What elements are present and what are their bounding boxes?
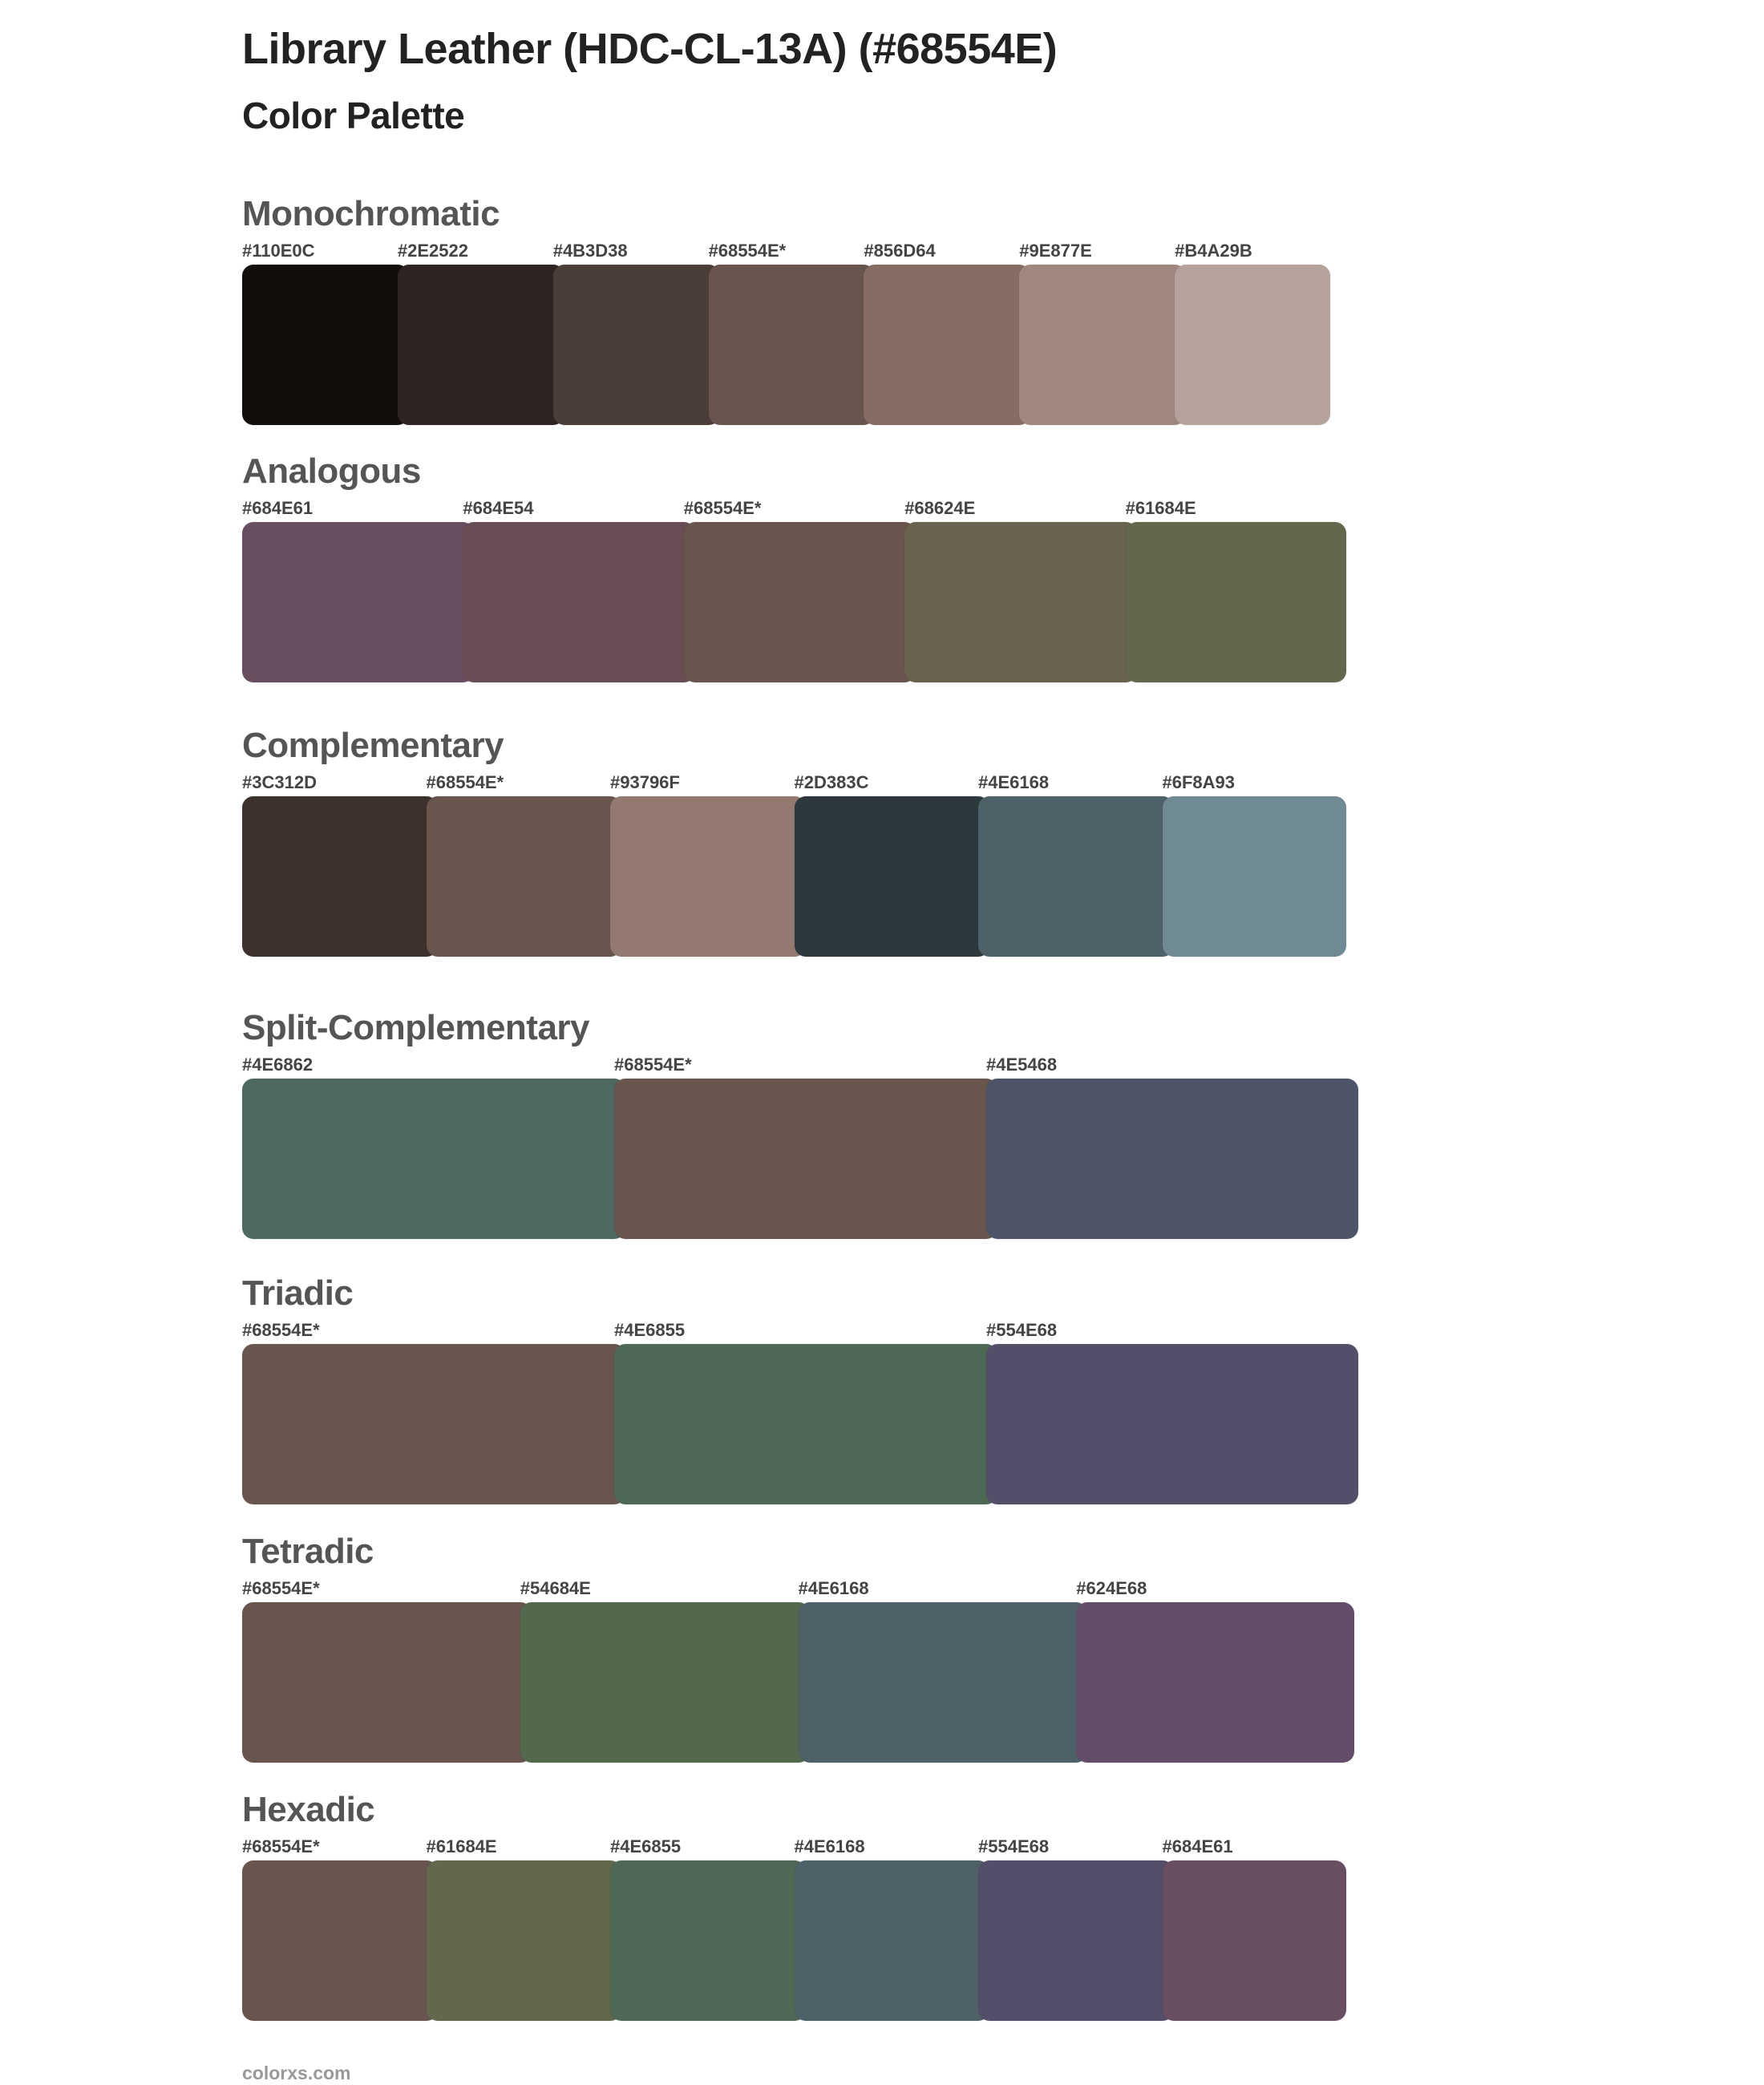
hex-label: #68554E* — [242, 1836, 320, 1856]
color-swatch[interactable] — [683, 522, 916, 682]
page-title: Library Leather (HDC-CL-13A) (#68554E) — [242, 25, 1058, 73]
hex-label: #61684E — [426, 1836, 497, 1856]
swatch-row — [242, 1079, 1358, 1239]
color-swatch[interactable] — [426, 796, 621, 957]
hex-label: #93796F — [610, 772, 680, 792]
color-swatch[interactable] — [864, 265, 1031, 425]
hex-label: #4E6168 — [978, 772, 1050, 792]
hex-label: #4E6855 — [614, 1320, 686, 1340]
color-swatch[interactable] — [242, 1079, 625, 1239]
color-swatch[interactable] — [242, 522, 475, 682]
color-swatch[interactable] — [610, 1860, 806, 2021]
color-swatch[interactable] — [520, 1602, 810, 1763]
color-swatch[interactable] — [1162, 1860, 1346, 2021]
hex-labels: #68554E* #54684E #4E6168 #624E68 — [242, 1578, 1354, 1599]
hex-label: #4E5468 — [986, 1055, 1058, 1075]
hex-labels: #3C312D #68554E* #93796F #2D383C #4E6168 #6F8… — [242, 772, 1346, 793]
hex-label: #68554E* — [683, 498, 762, 518]
hex-label: #2E2522 — [397, 241, 468, 261]
hex-label: #6F8A93 — [1162, 772, 1236, 792]
color-swatch[interactable] — [610, 796, 806, 957]
color-swatch[interactable] — [1175, 265, 1330, 425]
color-swatch[interactable] — [986, 1079, 1358, 1239]
swatch-row — [242, 1602, 1354, 1763]
page-subtitle: Color Palette — [242, 95, 465, 136]
color-swatch[interactable] — [794, 796, 989, 957]
hex-label: #4E6855 — [610, 1836, 682, 1856]
color-swatch[interactable] — [242, 796, 438, 957]
hex-label: #68624E — [904, 498, 976, 518]
hex-label: #856D64 — [864, 241, 936, 261]
hex-label: #68554E* — [242, 1320, 320, 1340]
section-heading: Complementary — [242, 726, 504, 765]
hex-label: #B4A29B — [1175, 241, 1252, 261]
hex-label: #68554E* — [426, 772, 504, 792]
color-swatch[interactable] — [552, 265, 720, 425]
section-heading: Split-Complementary — [242, 1008, 590, 1047]
hex-label: #61684E — [1125, 498, 1196, 518]
color-swatch[interactable] — [1125, 522, 1346, 682]
color-swatch[interactable] — [614, 1344, 997, 1504]
hex-label: #4E6862 — [242, 1055, 314, 1075]
hex-label: #110E0C — [242, 241, 315, 261]
color-swatch[interactable] — [978, 1860, 1174, 2021]
swatch-row — [242, 796, 1346, 957]
section-heading: Analogous — [242, 451, 421, 491]
swatch-row — [242, 1860, 1346, 2021]
hex-label: #68554E* — [614, 1055, 692, 1075]
hex-labels: #684E61 #684E54 #68554E* #68624E #61684E — [242, 498, 1346, 519]
color-swatch[interactable] — [242, 1344, 625, 1504]
color-swatch[interactable] — [242, 1602, 532, 1763]
color-swatch[interactable] — [242, 1860, 438, 2021]
site-credit-link[interactable]: colorxs.com — [242, 2063, 351, 2083]
hex-label: #684E61 — [1162, 1836, 1233, 1856]
swatch-row — [242, 265, 1330, 425]
hex-label: #54684E — [520, 1578, 591, 1598]
hex-label: #4E6168 — [794, 1836, 865, 1856]
color-swatch[interactable] — [463, 522, 695, 682]
hex-labels: #68554E* #4E6855 #554E68 — [242, 1320, 1358, 1341]
hex-label: #684E61 — [242, 498, 314, 518]
hex-labels: #68554E* #61684E #4E6855 #4E6168 #554E68 #684… — [242, 1836, 1346, 1857]
hex-label: #3C312D — [242, 772, 317, 792]
hex-labels: #110E0C #2E2522 #4B3D38 #68554E* #856D64 #9E8… — [242, 241, 1330, 261]
color-swatch[interactable] — [614, 1079, 997, 1239]
hex-label: #9E877E — [1019, 241, 1092, 261]
color-swatch[interactable] — [904, 522, 1137, 682]
color-swatch[interactable] — [426, 1860, 621, 2021]
color-swatch[interactable] — [397, 265, 564, 425]
hex-label: #554E68 — [978, 1836, 1050, 1856]
hex-label: #4B3D38 — [552, 241, 628, 261]
hex-label: #4E6168 — [798, 1578, 869, 1598]
color-swatch[interactable] — [708, 265, 876, 425]
color-swatch[interactable] — [986, 1344, 1358, 1504]
hex-label: #68554E* — [242, 1578, 320, 1598]
hex-label: #68554E* — [708, 241, 787, 261]
section-heading: Triadic — [242, 1273, 354, 1313]
color-swatch[interactable] — [1162, 796, 1346, 957]
swatch-row — [242, 522, 1346, 682]
hex-label: #684E54 — [463, 498, 534, 518]
swatch-row — [242, 1344, 1358, 1504]
hex-label: #624E68 — [1076, 1578, 1147, 1598]
hex-labels: #4E6862 #68554E* #4E5468 — [242, 1055, 1358, 1075]
color-swatch[interactable] — [978, 796, 1174, 957]
section-heading: Monochromatic — [242, 194, 500, 233]
section-heading: Hexadic — [242, 1790, 375, 1829]
color-swatch[interactable] — [798, 1602, 1088, 1763]
section-heading: Tetradic — [242, 1532, 374, 1571]
color-swatch[interactable] — [1076, 1602, 1354, 1763]
color-swatch[interactable] — [1019, 265, 1187, 425]
hex-label: #554E68 — [986, 1320, 1058, 1340]
color-swatch[interactable] — [242, 265, 409, 425]
hex-label: #2D383C — [794, 772, 869, 792]
color-swatch[interactable] — [794, 1860, 989, 2021]
